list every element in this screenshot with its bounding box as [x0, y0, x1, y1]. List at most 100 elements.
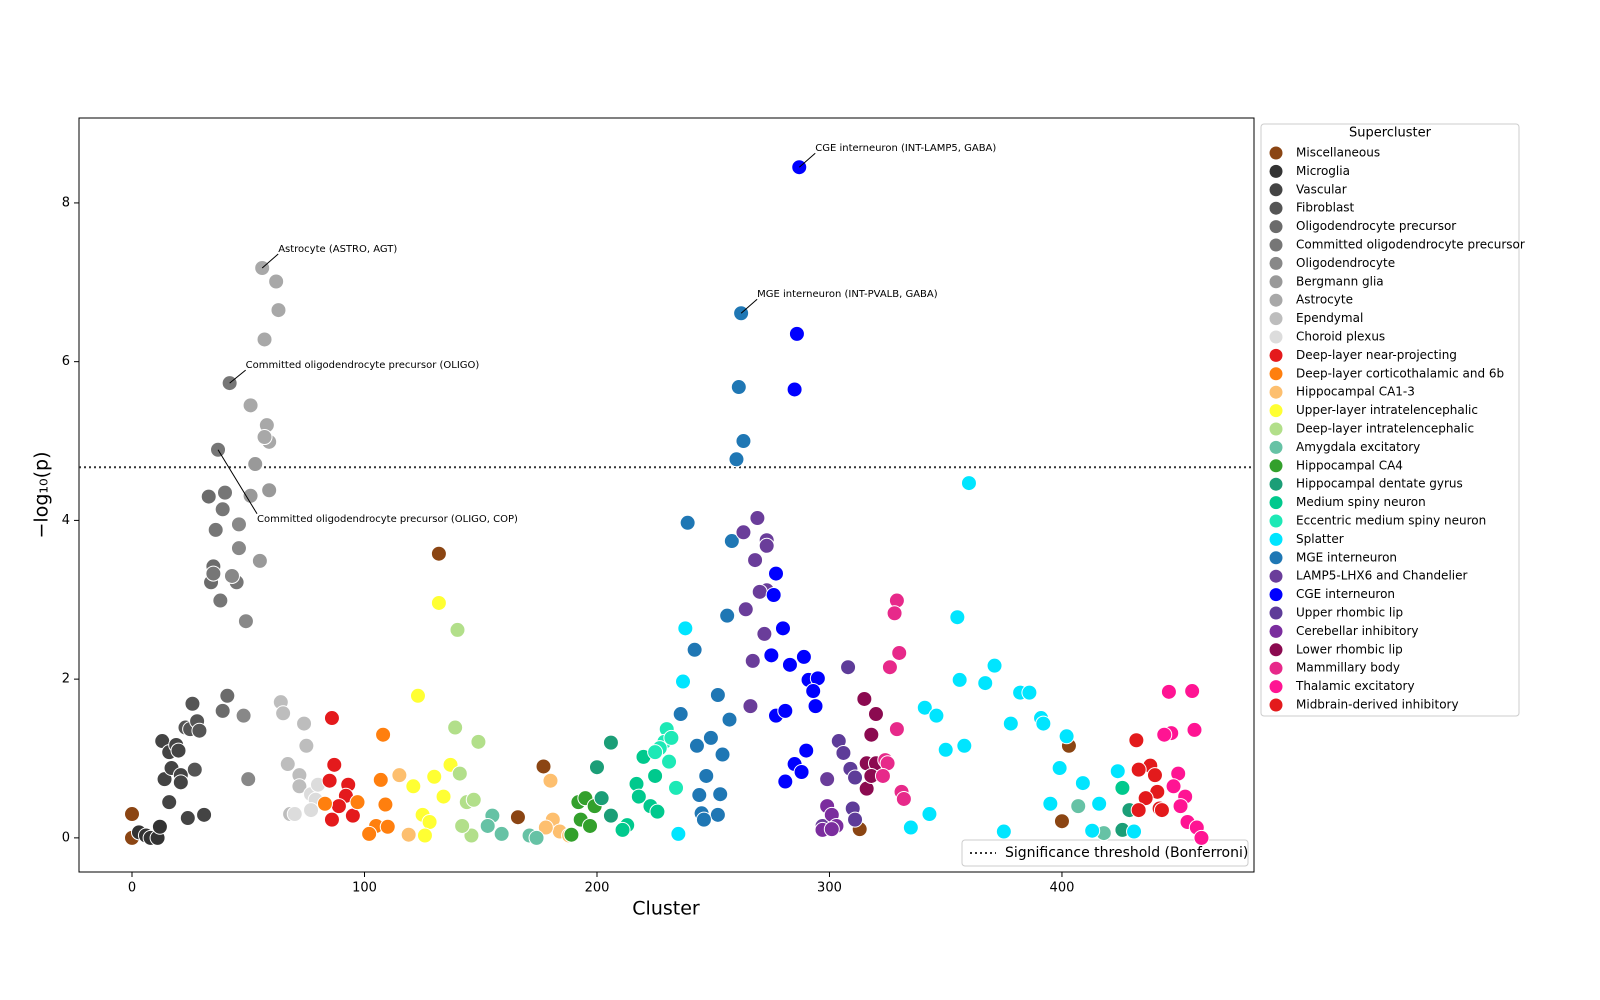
legend-label: Fibroblast	[1296, 201, 1355, 215]
point	[349, 794, 366, 811]
point	[1130, 802, 1147, 819]
legend-label: Ependymal	[1296, 311, 1363, 325]
legend-marker	[1268, 495, 1284, 511]
point	[279, 756, 296, 773]
point	[895, 790, 912, 807]
plot-frame	[78, 117, 1255, 873]
point	[212, 592, 229, 609]
point	[856, 690, 873, 707]
point	[186, 761, 203, 778]
annotation-line	[261, 253, 279, 269]
point	[196, 806, 213, 823]
point	[535, 758, 552, 775]
legend-box	[1260, 123, 1520, 717]
threshold-legend-label: Significance threshold (Bonferroni)	[1005, 845, 1248, 861]
point	[742, 698, 759, 715]
legend-label: Upper rhombic lip	[1296, 606, 1403, 620]
legend-label: Deep-layer near-projecting	[1296, 348, 1457, 362]
point	[1153, 802, 1170, 819]
point	[749, 510, 766, 527]
point	[744, 652, 761, 669]
point	[242, 487, 259, 504]
point	[840, 659, 857, 676]
legend-marker	[1268, 550, 1284, 566]
point	[649, 803, 666, 820]
point	[737, 601, 754, 618]
point	[670, 825, 687, 842]
point	[430, 594, 447, 611]
legend-label: Hippocampal CA4	[1296, 458, 1403, 472]
legend-label: Oligodendrocyte precursor	[1296, 219, 1456, 233]
point	[379, 818, 396, 835]
point	[763, 647, 780, 664]
y-axis-label: −log₁₀(p)	[31, 451, 53, 538]
point	[326, 756, 343, 773]
point	[881, 659, 898, 676]
point	[847, 769, 864, 786]
point	[1193, 829, 1210, 846]
point	[275, 705, 292, 722]
x-tick-label: 300	[817, 881, 842, 896]
point	[268, 273, 285, 290]
point	[723, 533, 740, 550]
point	[1130, 761, 1147, 778]
point	[430, 545, 447, 562]
legend-label: Committed oligodendrocyte precursor	[1296, 238, 1525, 252]
point	[777, 773, 794, 790]
legend-label: Bergmann glia	[1296, 274, 1384, 288]
point	[602, 734, 619, 751]
point	[537, 819, 554, 836]
legend-label: Mammillary body	[1296, 661, 1400, 675]
point	[677, 620, 694, 637]
legend-label: Deep-layer intratelencephalic	[1296, 422, 1474, 436]
point	[479, 817, 496, 834]
point	[702, 729, 719, 746]
legend-marker	[1268, 237, 1284, 253]
point	[256, 429, 273, 446]
point	[247, 456, 264, 473]
legend-marker	[1268, 660, 1284, 676]
point	[230, 540, 247, 557]
point	[207, 521, 224, 538]
y-tick-label: 4	[62, 513, 70, 528]
point	[819, 771, 836, 788]
point	[330, 798, 347, 815]
point	[377, 796, 394, 813]
point	[698, 767, 715, 784]
annotation-line	[217, 449, 258, 515]
legend-label: Eccentric medium spiny neuron	[1296, 514, 1486, 528]
point	[323, 710, 340, 727]
point	[1137, 790, 1154, 807]
legend-marker	[1268, 623, 1284, 639]
point	[470, 733, 487, 750]
point	[372, 771, 389, 788]
legend-label: LAMP5-LHX6 and Chandelier	[1296, 569, 1467, 583]
legend-marker	[1268, 292, 1284, 308]
point	[588, 759, 605, 776]
point	[863, 726, 880, 743]
point	[1070, 798, 1087, 815]
point	[161, 794, 178, 811]
point	[409, 687, 426, 704]
point	[986, 657, 1003, 674]
point	[686, 641, 703, 658]
point	[291, 778, 308, 795]
annotation-label: MGE interneuron (INT-PVALB, GABA)	[757, 289, 938, 300]
point	[449, 621, 466, 638]
point	[454, 817, 471, 834]
x-axis-label: Cluster	[632, 898, 700, 920]
legend-marker	[1268, 329, 1284, 345]
point	[867, 706, 884, 723]
legend-marker	[1268, 145, 1284, 161]
point	[1051, 760, 1068, 777]
point	[719, 607, 736, 624]
legend-marker	[1268, 568, 1284, 584]
point	[795, 648, 812, 665]
legend-marker	[1268, 531, 1284, 547]
point	[447, 719, 464, 736]
point	[179, 810, 196, 827]
point	[270, 302, 287, 319]
legend-marker	[1268, 587, 1284, 603]
point	[672, 706, 689, 723]
